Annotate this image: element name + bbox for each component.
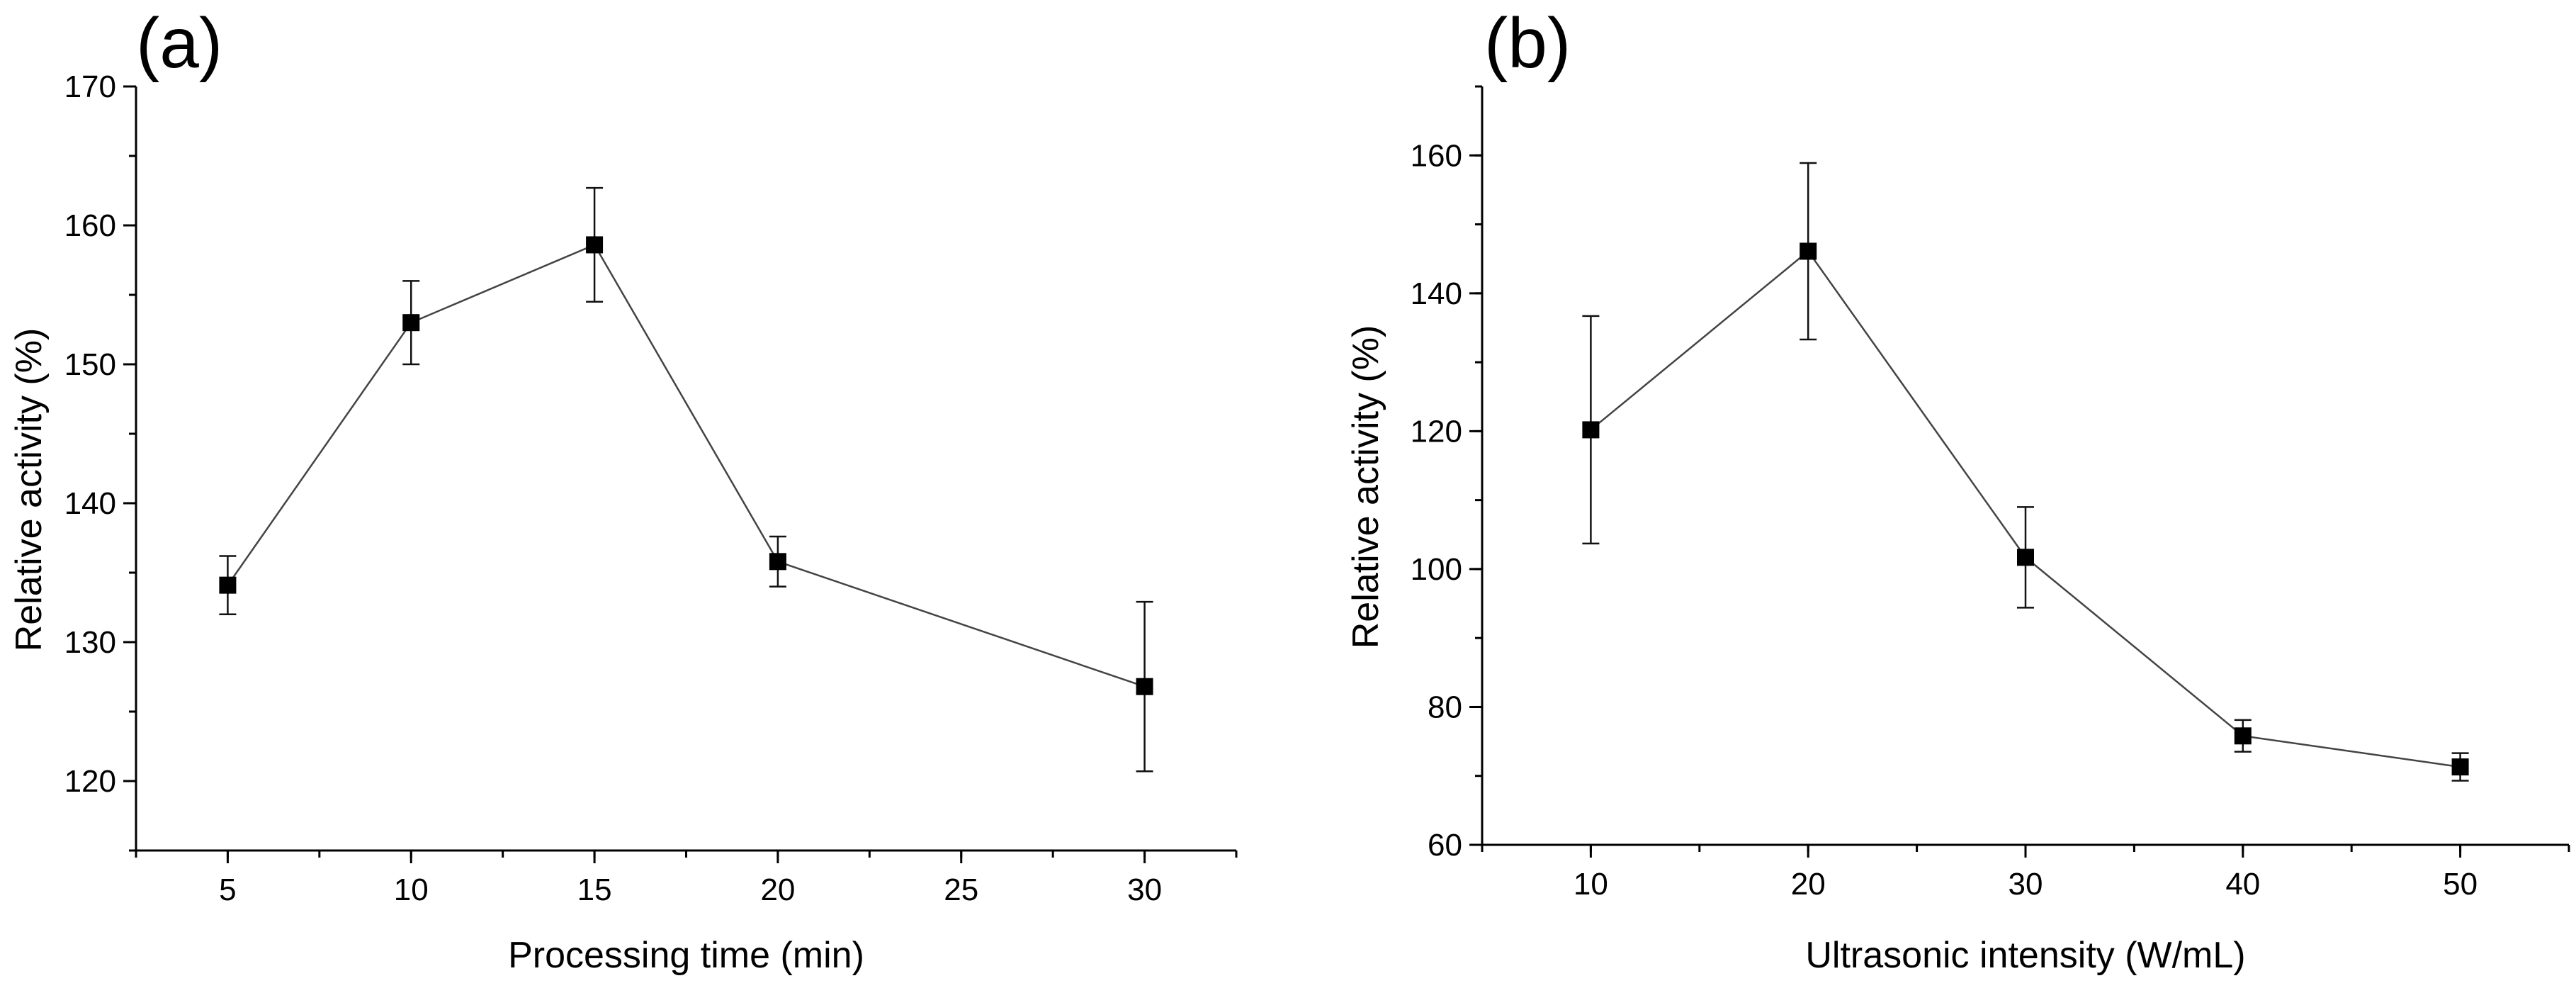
y-axis-title: Relative activity (%)	[1345, 325, 1386, 649]
x-tick-label: 5	[219, 872, 236, 907]
x-tick-label: 30	[2009, 867, 2043, 902]
chart-panel-a: 5 10 15 20 25 30 120 130 140 150 160 170 Processing …	[9, 4, 1238, 976]
y-tick-label: 140	[64, 486, 116, 521]
y-tick-label: 120	[1411, 414, 1462, 449]
x-tick-label: 30	[1127, 872, 1162, 907]
y-tick-label: 150	[64, 347, 116, 382]
x-axis-title: Ultrasonic intensity (W/mL)	[1805, 935, 2245, 976]
y-tick-label: 170	[64, 69, 116, 104]
y-tick-label: 60	[1428, 828, 1462, 863]
x-tick-label: 10	[394, 872, 429, 907]
panel-label: (a)	[136, 4, 222, 83]
y-axis-title: Relative activity (%)	[9, 328, 50, 652]
x-tick-label: 50	[2443, 867, 2478, 902]
data-point	[2017, 549, 2034, 566]
y-tick-label: 100	[1411, 552, 1462, 587]
data-point	[586, 236, 604, 254]
x-axis-title: Processing time (min)	[508, 935, 864, 976]
y-tick-label: 140	[1411, 276, 1462, 311]
x-tick-label: 40	[2225, 867, 2260, 902]
x-tick-label: 20	[760, 872, 795, 907]
data-point	[1136, 678, 1153, 695]
x-tick-label: 25	[944, 872, 978, 907]
data-point	[1582, 421, 1600, 439]
x-tick-label: 20	[1791, 867, 1826, 902]
data-point	[2451, 758, 2469, 776]
y-tick-label: 130	[64, 625, 116, 660]
y-tick-label: 120	[64, 764, 116, 799]
data-point	[1800, 242, 1817, 260]
y-tick-label: 160	[1411, 138, 1462, 173]
y-tick-label: 160	[64, 208, 116, 243]
panel-label: (b)	[1484, 4, 1571, 83]
series-line	[227, 243, 1145, 687]
y-tick-label: 80	[1428, 690, 1462, 724]
x-tick-label: 15	[577, 872, 612, 907]
data-point	[769, 553, 786, 571]
data-point	[219, 576, 237, 594]
x-tick-label: 10	[1574, 867, 1608, 902]
data-point	[402, 314, 420, 332]
chart-panel-b: 10 20 30 40 50 60 80 100 120 140 160 Ultrasonic int…	[1345, 4, 2570, 976]
data-point	[2234, 727, 2252, 745]
